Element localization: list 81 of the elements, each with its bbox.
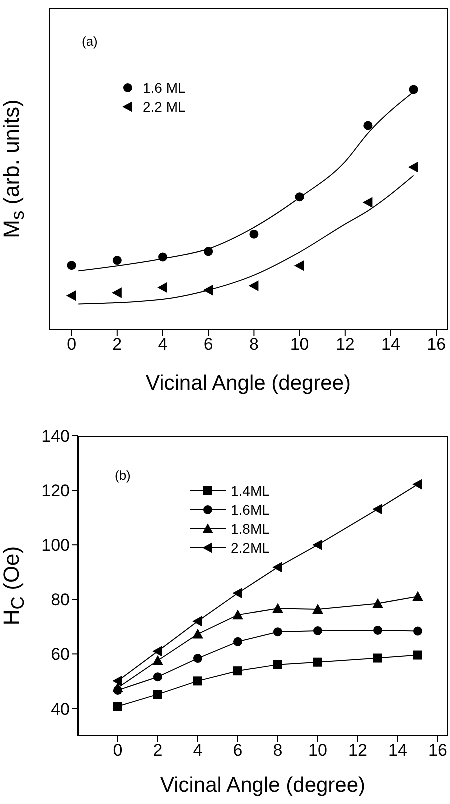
point xyxy=(274,660,282,670)
point xyxy=(314,658,322,667)
point xyxy=(414,626,422,636)
point xyxy=(414,650,422,660)
point xyxy=(112,676,122,687)
x-tick-label: 0 xyxy=(113,741,123,760)
x-tick-label: 16 xyxy=(428,741,448,760)
x-tick-label: 10 xyxy=(308,741,328,760)
y-tick-label: 140 xyxy=(42,427,70,446)
point xyxy=(364,121,373,130)
x-tick-label: 8 xyxy=(249,335,259,354)
x-tick-label: 2 xyxy=(112,335,122,354)
x-tick-label: 6 xyxy=(204,335,214,354)
x-tick-label: 14 xyxy=(388,741,408,760)
point xyxy=(412,479,422,490)
y-tick-label: 80 xyxy=(51,590,70,610)
point xyxy=(234,637,242,646)
y-tick-label: 100 xyxy=(42,536,70,556)
legend-label: 2.2ML xyxy=(231,540,270,556)
text: (a) xyxy=(82,34,98,49)
point xyxy=(114,702,122,712)
point xyxy=(362,197,373,208)
point xyxy=(194,654,202,664)
point xyxy=(294,260,304,272)
x-tick-label: 4 xyxy=(193,741,203,760)
legend-label: 2.2 ML xyxy=(143,98,186,114)
point xyxy=(312,540,322,550)
point xyxy=(192,628,204,639)
point xyxy=(312,604,324,614)
point xyxy=(374,626,382,635)
point xyxy=(409,85,418,94)
point xyxy=(295,192,304,202)
x-tick-label: 12 xyxy=(348,741,368,760)
point xyxy=(412,591,424,602)
legend-label: 1.6ML xyxy=(231,502,270,518)
point xyxy=(204,247,214,256)
point xyxy=(372,504,382,515)
point xyxy=(152,646,162,657)
point xyxy=(154,690,162,700)
point xyxy=(248,280,259,292)
point xyxy=(272,603,284,614)
x-tick-label: 2 xyxy=(153,741,163,760)
point xyxy=(314,626,322,636)
point xyxy=(158,282,168,294)
point xyxy=(154,672,162,682)
legend-label: 1.6 ML xyxy=(143,80,186,96)
point xyxy=(374,654,382,663)
point xyxy=(158,252,168,262)
point xyxy=(232,588,242,599)
y-tick-label: 120 xyxy=(42,482,70,501)
x-tick-label: 8 xyxy=(273,741,283,760)
x-tick-label: 16 xyxy=(427,335,446,354)
point xyxy=(234,666,242,676)
legend-label: 1.4ML xyxy=(231,482,270,498)
point xyxy=(372,598,384,608)
x-axis-title: Vicinal Angle (degree) xyxy=(160,774,366,797)
legend-label: 1.8ML xyxy=(231,520,270,536)
y-tick-label: 40 xyxy=(51,700,70,719)
point xyxy=(272,562,282,573)
x-axis-title: Vicinal Angle (degree) xyxy=(146,372,352,395)
point xyxy=(194,676,202,686)
point xyxy=(274,628,282,637)
annotation: (b) xyxy=(115,468,131,483)
point xyxy=(408,162,418,173)
x-tick-label: 10 xyxy=(290,335,310,354)
point xyxy=(112,288,122,298)
point xyxy=(112,256,122,266)
x-tick-label: 6 xyxy=(233,741,243,760)
point xyxy=(152,655,164,666)
point xyxy=(250,230,259,239)
x-tick-label: 14 xyxy=(382,335,400,354)
point xyxy=(203,284,214,296)
y-tick-label: 60 xyxy=(51,645,70,664)
point xyxy=(192,616,202,627)
point xyxy=(112,682,124,692)
point xyxy=(66,290,76,302)
x-tick-label: 4 xyxy=(158,335,168,354)
point xyxy=(67,261,76,270)
point xyxy=(232,610,244,620)
x-tick-label: 12 xyxy=(336,335,355,354)
x-tick-label: 0 xyxy=(67,335,77,354)
